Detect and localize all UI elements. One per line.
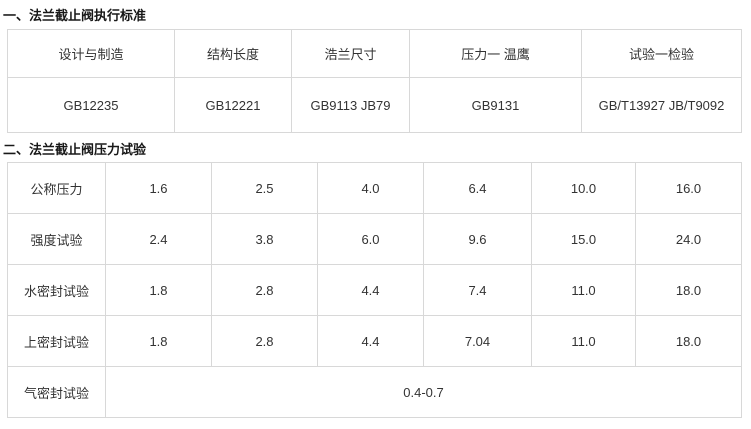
section-title-standards: 一、法兰截止阀执行标准 <box>3 8 147 23</box>
table-row-strength-test: 强度试验 2.4 3.8 6.0 9.6 15.0 24.0 <box>7 213 742 265</box>
row-label-cell: 公称压力 <box>7 162 106 214</box>
section-title-pressure-test: 二、法兰截止阀压力试验 <box>3 142 147 157</box>
value-cell: 6.4 <box>423 162 532 214</box>
table-row-air-seal-test: 气密封试验 0.4-0.7 <box>7 366 742 418</box>
value-cell: 9.6 <box>423 213 532 265</box>
table-row: GB12235 GB12221 GB9113 JB79 GB9131 GB/T1… <box>7 77 742 133</box>
value-cell: 10.0 <box>531 162 636 214</box>
standards-header-structure-length: 结构长度 <box>174 29 292 78</box>
value-cell: 1.8 <box>105 264 212 316</box>
value-cell: 11.0 <box>531 264 636 316</box>
row-label-cell: 气密封试验 <box>7 366 106 418</box>
value-cell: 16.0 <box>635 162 742 214</box>
value-cell: 2.4 <box>105 213 212 265</box>
value-cell: 2.8 <box>211 264 318 316</box>
standards-header-test-inspection: 试验一检验 <box>581 29 742 78</box>
standards-header-design: 设计与制造 <box>7 29 175 78</box>
value-cell: 1.8 <box>105 315 212 367</box>
pressure-test-table: 公称压力 1.6 2.5 4.0 6.4 10.0 16.0 强度试验 2.4 … <box>7 162 742 418</box>
value-cell: 4.0 <box>317 162 424 214</box>
value-cell: 24.0 <box>635 213 742 265</box>
value-cell: 7.4 <box>423 264 532 316</box>
value-cell: 11.0 <box>531 315 636 367</box>
row-label-cell: 水密封试验 <box>7 264 106 316</box>
document-page: 一、法兰截止阀执行标准 设计与制造 结构长度 浩兰尺寸 压力一 温鹰 试验一检验… <box>3 8 742 418</box>
value-cell: 4.4 <box>317 315 424 367</box>
value-cell: 2.8 <box>211 315 318 367</box>
merged-value-cell: 0.4-0.7 <box>105 366 742 418</box>
standards-value-test-inspection: GB/T13927 JB/T9092 <box>581 77 742 133</box>
value-cell: 4.4 <box>317 264 424 316</box>
standards-value-design: GB12235 <box>7 77 175 133</box>
standards-header-pressure-temperature: 压力一 温鹰 <box>409 29 582 78</box>
table-row: 设计与制造 结构长度 浩兰尺寸 压力一 温鹰 试验一检验 <box>7 29 742 78</box>
value-cell: 3.8 <box>211 213 318 265</box>
row-label-cell: 上密封试验 <box>7 315 106 367</box>
value-cell: 2.5 <box>211 162 318 214</box>
value-cell: 7.04 <box>423 315 532 367</box>
value-cell: 18.0 <box>635 315 742 367</box>
standards-value-structure-length: GB12221 <box>174 77 292 133</box>
standards-value-flange-size: GB9113 JB79 <box>291 77 410 133</box>
value-cell: 15.0 <box>531 213 636 265</box>
table-row-water-seal-test: 水密封试验 1.8 2.8 4.4 7.4 11.0 18.0 <box>7 264 742 316</box>
value-cell: 6.0 <box>317 213 424 265</box>
row-label-cell: 强度试验 <box>7 213 106 265</box>
value-cell: 1.6 <box>105 162 212 214</box>
standards-header-flange-size: 浩兰尺寸 <box>291 29 410 78</box>
table-row-nominal-pressure: 公称压力 1.6 2.5 4.0 6.4 10.0 16.0 <box>7 162 742 214</box>
standards-value-pressure-temperature: GB9131 <box>409 77 582 133</box>
standards-table: 设计与制造 结构长度 浩兰尺寸 压力一 温鹰 试验一检验 GB12235 GB1… <box>7 29 742 133</box>
value-cell: 18.0 <box>635 264 742 316</box>
table-row-upper-seal-test: 上密封试验 1.8 2.8 4.4 7.04 11.0 18.0 <box>7 315 742 367</box>
